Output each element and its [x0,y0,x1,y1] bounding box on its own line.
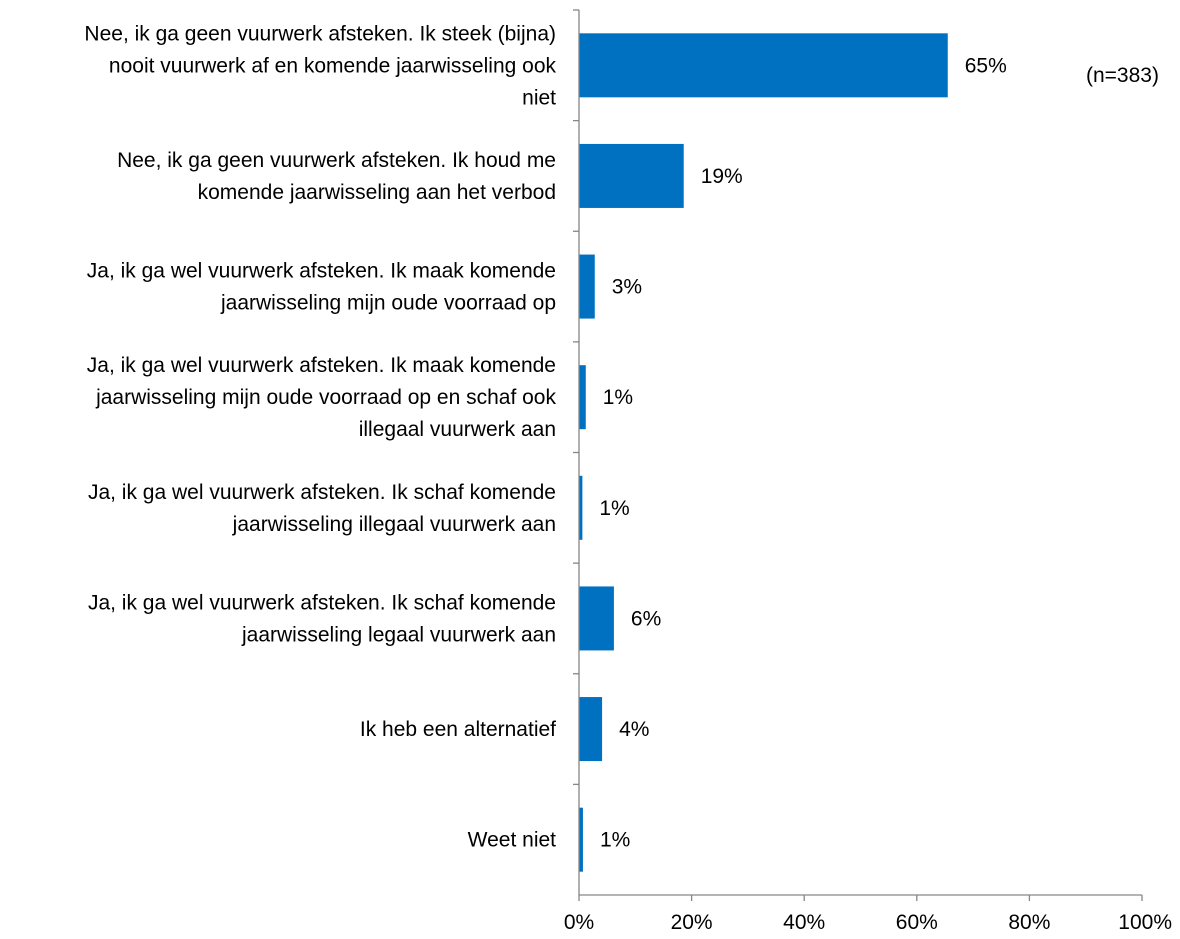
bar-2 [579,143,684,208]
category-label-6: Ja, ik ga wel vuurwerk afsteken. Ik scha… [88,591,556,646]
data-labels: 65% 19% 3% 1% 1% 6% 4% 1% [599,54,1006,851]
data-label-2: 19% [701,165,743,188]
bar-8 [579,807,583,872]
category-label-2: Nee, ik ga geen vuurwerk afsteken. Ik ho… [117,149,556,204]
category-label-4: Ja, ik ga wel vuurwerk afsteken. Ik maak… [87,354,557,441]
bars [579,33,948,872]
data-label-7: 4% [619,718,649,741]
sample-size-note: (n=383) [1086,64,1159,87]
x-tick-label-100pct: 100% [1118,911,1172,934]
bar-6 [579,586,614,651]
data-label-5: 1% [599,497,629,520]
category-label-5: Ja, ik ga wel vuurwerk afsteken. Ik scha… [88,481,556,536]
bar-4 [579,365,586,430]
data-label-3: 3% [612,276,642,299]
category-label-3: Ja, ik ga wel vuurwerk afsteken. Ik maak… [87,260,556,315]
axes: 0% 20% 40% 60% 80% 100% [564,9,1172,934]
bar-5 [579,475,583,540]
bar-7 [579,697,603,762]
data-label-6: 6% [631,607,661,630]
x-tick-label-60pct: 60% [896,911,938,934]
x-tick-label-20pct: 20% [671,911,713,934]
category-label-7: Ik heb een alternatief [360,718,556,741]
category-label-8: Weet niet [468,829,556,852]
bar-1 [579,33,948,98]
x-tick-label-80pct: 80% [1008,911,1050,934]
category-labels: Nee, ik ga geen vuurwerk afsteken. Ik st… [84,22,556,851]
x-tick-label-40pct: 40% [783,911,825,934]
data-label-8: 1% [600,829,630,852]
bar-3 [579,254,595,319]
data-label-4: 1% [603,386,633,409]
category-label-1: Nee, ik ga geen vuurwerk afsteken. Ik st… [84,22,556,109]
x-tick-label-0pct: 0% [564,911,594,934]
data-label-1: 65% [965,54,1007,77]
